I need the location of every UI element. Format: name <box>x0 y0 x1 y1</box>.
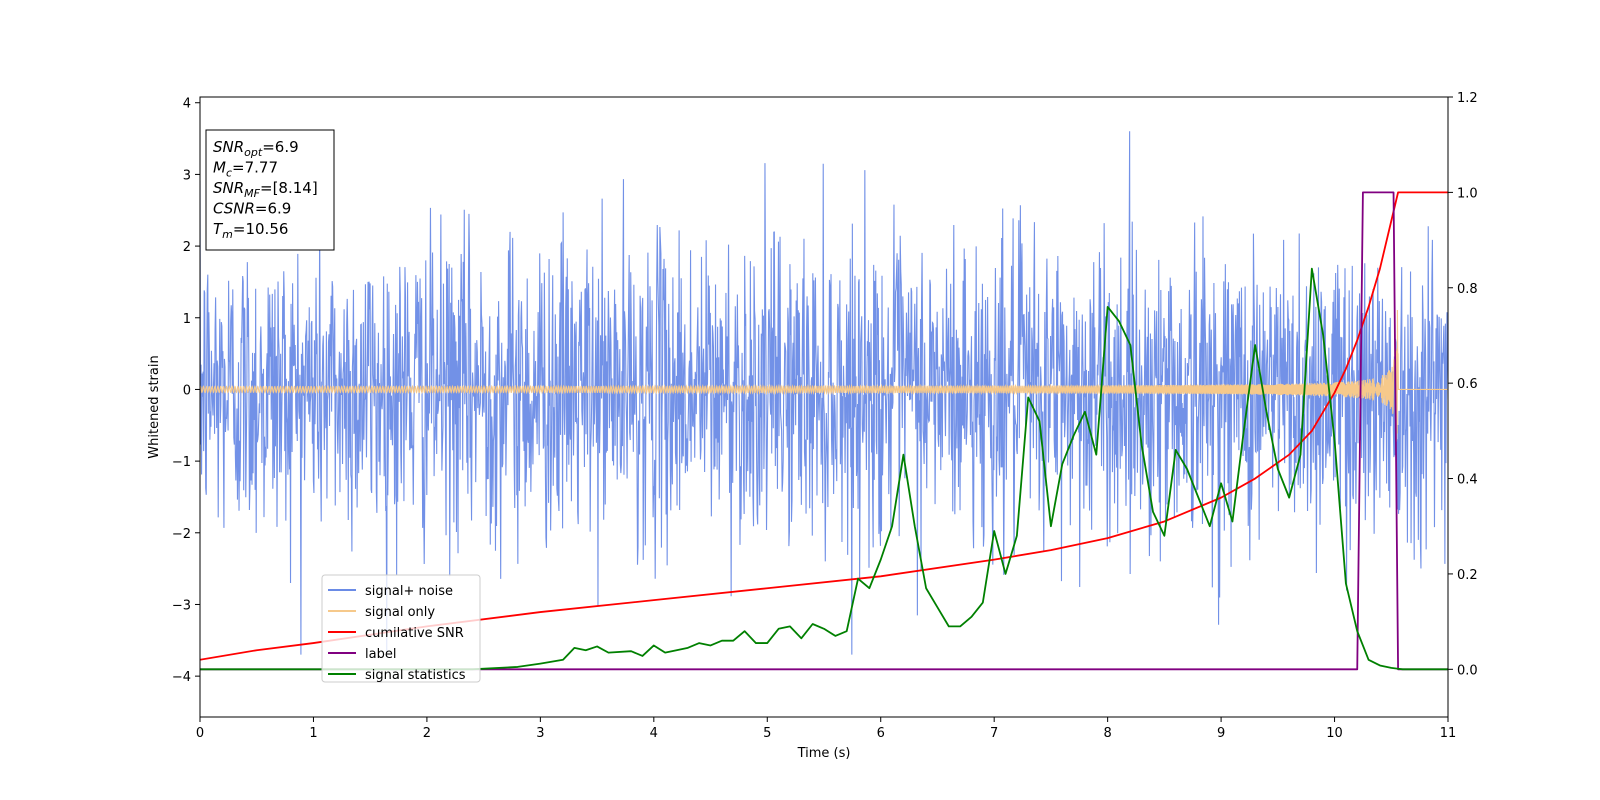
x-tick-label: 8 <box>1103 726 1111 741</box>
y-right-tick-label: 1.2 <box>1457 91 1478 106</box>
plot-frame <box>199 96 1449 718</box>
y-left-tick-label: 0 <box>183 383 191 398</box>
x-tick-label: 11 <box>1440 726 1457 741</box>
series-line-signal-only <box>200 310 1448 442</box>
y-axis-left: −4 −3 −2 −1 0 1 2 3 4 <box>172 97 200 685</box>
x-tick-label: 0 <box>196 726 204 741</box>
info-box-line: Mc=7.77 <box>213 159 278 180</box>
y-left-tick-label: −1 <box>172 455 191 470</box>
y-right-tick-label: 0.2 <box>1457 568 1478 583</box>
x-tick-label: 2 <box>423 726 431 741</box>
x-tick-label: 5 <box>763 726 771 741</box>
series-layer <box>200 131 1448 671</box>
legend-label-cumilative-snr: cumilative SNR <box>365 626 464 641</box>
y-axis-label: Whitened strain <box>147 355 162 458</box>
y-left-tick-label: 2 <box>183 240 191 255</box>
y-left-tick-label: −3 <box>172 598 191 613</box>
x-tick-label: 4 <box>650 726 658 741</box>
x-tick-label: 1 <box>309 726 317 741</box>
info-box-line: CSNR=6.9 <box>213 200 291 218</box>
x-tick-label: 6 <box>877 726 885 741</box>
legend-label-label: label <box>365 647 396 662</box>
legend-label-signal-statistics: signal statistics <box>365 668 466 683</box>
legend-frame <box>321 574 481 683</box>
info-box-line: SNRMF=[8.14] <box>213 179 318 200</box>
info-box-frame <box>205 129 335 251</box>
legend: signal+ noise signal only cumilative SNR la… <box>321 574 481 683</box>
y-left-tick-label: 3 <box>183 168 191 183</box>
y-axis-right: 0.0 0.2 0.4 0.6 0.8 1.0 1.2 <box>1448 91 1478 678</box>
series-line-signal-statistics <box>200 267 1448 671</box>
y-right-tick-label: 0.6 <box>1457 377 1478 392</box>
series-line-cumilative-snr <box>200 191 1448 661</box>
legend-label-signal-only: signal only <box>365 605 435 620</box>
y-left-tick-label: 1 <box>183 312 191 327</box>
info-box-line: SNRopt=6.9 <box>213 138 299 159</box>
x-tick-label: 10 <box>1326 726 1343 741</box>
y-right-tick-label: 0.4 <box>1457 473 1478 488</box>
y-left-tick-label: 4 <box>183 97 191 112</box>
series-line-signal-noise <box>200 131 1448 655</box>
x-tick-label: 7 <box>990 726 998 741</box>
x-tick-label: 9 <box>1217 726 1225 741</box>
x-axis: 0 1 2 3 4 5 6 7 8 9 10 11 <box>196 717 1456 741</box>
y-right-tick-label: 0.8 <box>1457 282 1478 297</box>
y-left-tick-label: −4 <box>172 670 191 685</box>
x-tick-label: 3 <box>536 726 544 741</box>
y-left-tick-label: −2 <box>172 527 191 542</box>
y-right-tick-label: 1.0 <box>1457 186 1478 201</box>
info-box-line: Tm=10.56 <box>213 220 288 241</box>
legend-label-signal-noise: signal+ noise <box>365 584 453 599</box>
x-axis-label: Time (s) <box>797 746 851 761</box>
y-right-tick-label: 0.0 <box>1457 663 1478 678</box>
